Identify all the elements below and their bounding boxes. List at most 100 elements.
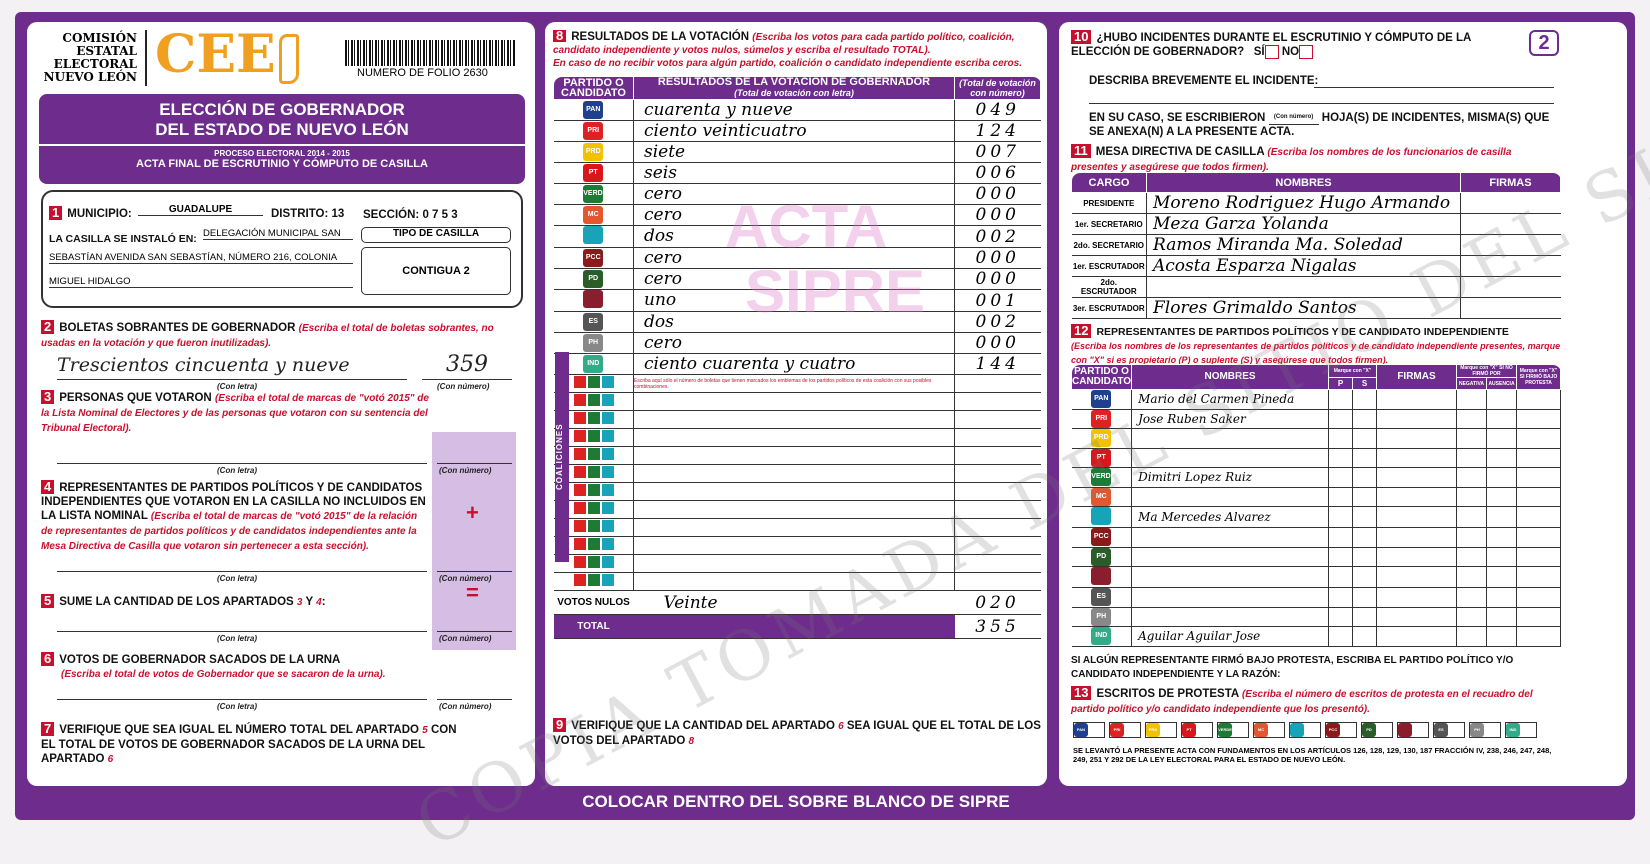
coalition-letra[interactable]: Escriba aquí sólo el número de boletas q… xyxy=(633,374,955,393)
negativa-checkbox[interactable] xyxy=(1456,527,1487,547)
protest-count-field[interactable] xyxy=(1088,723,1104,737)
votes-numero[interactable]: 049 xyxy=(975,100,1020,120)
bajo-protesta-checkbox[interactable] xyxy=(1516,487,1561,507)
bajo-protesta-checkbox[interactable] xyxy=(1516,428,1561,448)
votes-letra[interactable]: cero xyxy=(633,204,955,226)
s-checkbox[interactable] xyxy=(1352,448,1377,468)
representante-firma[interactable] xyxy=(1376,506,1457,528)
incidente-field[interactable] xyxy=(1314,74,1554,88)
coalition-numero[interactable] xyxy=(955,429,1041,447)
p-checkbox[interactable] xyxy=(1328,566,1353,588)
ausencia-checkbox[interactable] xyxy=(1486,487,1517,507)
protest-box[interactable]: PH xyxy=(1469,722,1501,738)
negativa-checkbox[interactable] xyxy=(1456,506,1487,528)
p-checkbox[interactable] xyxy=(1328,448,1353,468)
coalition-letra[interactable] xyxy=(633,446,955,465)
votes-numero[interactable]: 144 xyxy=(975,354,1020,374)
coalition-letra[interactable] xyxy=(633,464,955,483)
votos-nulos-numero[interactable]: 020 xyxy=(975,592,1020,613)
coalition-letra[interactable] xyxy=(633,518,955,537)
no-checkbox[interactable] xyxy=(1299,45,1314,59)
address-line[interactable]: SEBASTÍAN AVENIDA SAN SEBASTÍAN, NÚMERO … xyxy=(49,252,353,264)
seccion-field[interactable]: 0 7 5 3 xyxy=(422,209,458,221)
votos-urna-numero[interactable] xyxy=(437,690,512,700)
ausencia-checkbox[interactable] xyxy=(1486,566,1517,588)
s-checkbox[interactable] xyxy=(1352,506,1377,528)
representante-nombre[interactable] xyxy=(1131,527,1329,547)
votes-letra[interactable]: dos xyxy=(633,225,955,248)
representante-nombre[interactable]: Mario del Carmen Pineda xyxy=(1131,389,1329,409)
protest-count-field[interactable] xyxy=(1304,723,1320,737)
ausencia-checkbox[interactable] xyxy=(1486,547,1517,567)
votes-numero[interactable]: 000 xyxy=(975,269,1020,289)
bajo-protesta-checkbox[interactable] xyxy=(1516,467,1561,487)
bajo-protesta-checkbox[interactable] xyxy=(1516,587,1561,607)
representante-firma[interactable] xyxy=(1376,587,1457,607)
personas-votaron-letra[interactable] xyxy=(57,454,427,464)
total-letra[interactable] xyxy=(633,614,955,639)
votes-letra[interactable]: cero xyxy=(633,183,955,205)
ausencia-checkbox[interactable] xyxy=(1486,389,1517,409)
si-checkbox[interactable] xyxy=(1264,45,1279,59)
representante-nombre[interactable] xyxy=(1131,428,1329,448)
bajo-protesta-checkbox[interactable] xyxy=(1516,389,1561,409)
representantes-numero[interactable] xyxy=(437,562,512,572)
protest-box[interactable]: IND xyxy=(1505,722,1537,738)
coalition-letra[interactable] xyxy=(633,572,955,591)
representante-firma[interactable] xyxy=(1376,547,1457,567)
protest-count-field[interactable] xyxy=(1520,723,1536,737)
bajo-protesta-checkbox[interactable] xyxy=(1516,607,1561,627)
s-checkbox[interactable] xyxy=(1352,428,1377,448)
representante-firma[interactable] xyxy=(1376,607,1457,627)
s-checkbox[interactable] xyxy=(1352,487,1377,507)
protest-box[interactable]: PD xyxy=(1361,722,1393,738)
bajo-protesta-checkbox[interactable] xyxy=(1516,409,1561,429)
votes-numero[interactable]: 000 xyxy=(975,205,1020,225)
representante-nombre[interactable] xyxy=(1131,566,1329,588)
personas-votaron-numero[interactable] xyxy=(437,454,512,464)
coalition-letra[interactable] xyxy=(633,500,955,519)
address-line[interactable]: DELEGACIÓN MUNICIPAL SAN xyxy=(203,228,353,240)
representante-firma[interactable] xyxy=(1376,487,1457,507)
representante-nombre[interactable] xyxy=(1131,587,1329,607)
funcionario-nombre[interactable]: Flores Grimaldo Santos xyxy=(1146,297,1461,319)
representante-firma[interactable] xyxy=(1376,527,1457,547)
ausencia-checkbox[interactable] xyxy=(1486,626,1517,646)
funcionario-nombre[interactable]: Ramos Miranda Ma. Soledad xyxy=(1146,234,1461,256)
protest-count-field[interactable] xyxy=(1340,723,1356,737)
coalition-letra[interactable] xyxy=(633,554,955,573)
protest-box[interactable]: VERDE xyxy=(1217,722,1249,738)
total-numero[interactable]: 355 xyxy=(975,616,1020,637)
p-checkbox[interactable] xyxy=(1328,547,1353,567)
funcionario-nombre[interactable]: Moreno Rodriguez Hugo Armando xyxy=(1146,192,1461,214)
funcionario-nombre[interactable]: Acosta Esparza Nigalas xyxy=(1146,255,1461,277)
votes-numero[interactable]: 001 xyxy=(975,290,1020,311)
bajo-protesta-checkbox[interactable] xyxy=(1516,448,1561,468)
p-checkbox[interactable] xyxy=(1328,527,1353,547)
coalition-letra[interactable] xyxy=(633,392,955,411)
boletas-sobrantes-letra[interactable]: Trescientos cincuenta y nueve xyxy=(57,354,407,380)
bajo-protesta-checkbox[interactable] xyxy=(1516,527,1561,547)
suma-letra[interactable] xyxy=(57,622,427,632)
protest-box[interactable]: ES xyxy=(1433,722,1465,738)
votes-letra[interactable]: ciento cuarenta y cuatro xyxy=(633,353,955,375)
representante-firma[interactable] xyxy=(1376,448,1457,468)
votes-numero[interactable]: 000 xyxy=(975,248,1020,268)
s-checkbox[interactable] xyxy=(1352,409,1377,429)
coalition-letra[interactable] xyxy=(633,410,955,429)
votes-numero[interactable]: 007 xyxy=(975,142,1020,162)
protest-count-field[interactable] xyxy=(1448,723,1464,737)
ausencia-checkbox[interactable] xyxy=(1486,527,1517,547)
representante-firma[interactable] xyxy=(1376,428,1457,448)
negativa-checkbox[interactable] xyxy=(1456,389,1487,409)
votes-numero[interactable]: 000 xyxy=(975,333,1020,353)
representante-firma[interactable] xyxy=(1376,467,1457,487)
incidente-field-2[interactable] xyxy=(1089,94,1554,104)
protest-box[interactable]: PRI xyxy=(1109,722,1141,738)
representante-firma[interactable] xyxy=(1376,566,1457,588)
tipo-casilla-field[interactable]: CONTIGUA 2 xyxy=(361,247,511,295)
ausencia-checkbox[interactable] xyxy=(1486,409,1517,429)
votes-numero[interactable]: 000 xyxy=(975,184,1020,204)
coalition-numero[interactable] xyxy=(955,393,1041,411)
representante-nombre[interactable]: Jose Ruben Saker xyxy=(1131,409,1329,429)
